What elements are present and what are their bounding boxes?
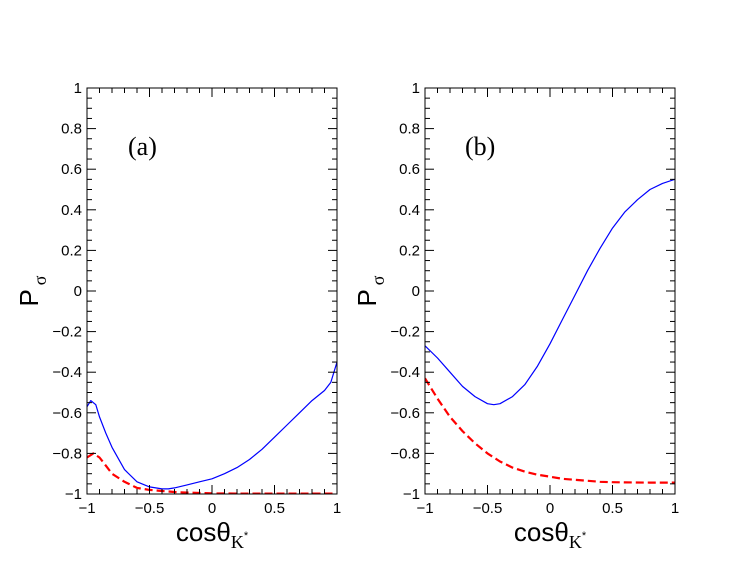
x-tick-label: −1: [416, 500, 433, 517]
x-tick-label: −0.5: [135, 500, 165, 517]
y-tick-label: 0.2: [399, 242, 420, 259]
y-tick-label: 0.6: [399, 161, 420, 178]
y-tick-label: 0.6: [61, 161, 82, 178]
x-axis-title: cosθK*: [176, 517, 249, 552]
y-tick-label: −1: [65, 486, 82, 503]
y-tick-label: 0: [74, 283, 82, 300]
x-tick-label: −1: [78, 500, 95, 517]
y-tick-label: −1: [403, 486, 420, 503]
panel-b: −1 −0.5 0 0.5 1 −1 −0.8 −0.6 −0.4 −0.2 0 0.2 0.4 0.6 0…: [352, 80, 679, 552]
panel-a: −1 −0.5 0 0.5 1 −1 −0.8 −0.6 −0.4 −0.2 0 0.2 0.4 0.6 0…: [14, 80, 341, 552]
y-tick-label: −0.6: [390, 405, 420, 422]
y-tick-label: 0.4: [399, 202, 420, 219]
y-tick-label: 1: [412, 80, 420, 97]
y-tick-label: −0.4: [52, 364, 82, 381]
plot-frame: [424, 87, 676, 495]
y-tick-label: −0.2: [390, 324, 420, 341]
x-tick-label: 1: [671, 500, 679, 517]
series-dashed-line: [425, 377, 675, 484]
x-tick-label: 0: [208, 500, 216, 517]
y-tick-label: −0.8: [52, 445, 82, 462]
plot-frame: [86, 87, 338, 495]
x-tick-label: 1: [333, 500, 341, 517]
x-axis-title: cosθK*: [514, 517, 587, 552]
y-tick-label: 0.2: [61, 242, 82, 259]
x-tick-label: 0.5: [602, 500, 623, 517]
y-tick-label: −0.6: [52, 405, 82, 422]
y-tick-label: 1: [74, 80, 82, 97]
series-solid-line: [87, 361, 337, 490]
y-tick-label: 0: [412, 283, 420, 300]
panel-label: (a): [128, 132, 157, 161]
y-tick-label: 0.8: [61, 121, 82, 138]
x-tick-label: 0: [546, 500, 554, 517]
y-tick-label: −0.4: [390, 364, 420, 381]
series-solid-line: [425, 178, 675, 406]
x-tick-label: −0.5: [473, 500, 503, 517]
y-axis-title: Pσ: [14, 275, 50, 306]
panel-label: (b): [465, 132, 495, 161]
y-tick-label: −0.2: [52, 324, 82, 341]
y-tick-label: 0.4: [61, 202, 82, 219]
y-axis-title: Pσ: [352, 275, 388, 306]
x-tick-label: 0.5: [264, 500, 285, 517]
y-tick-label: −0.8: [390, 445, 420, 462]
y-tick-label: 0.8: [399, 121, 420, 138]
